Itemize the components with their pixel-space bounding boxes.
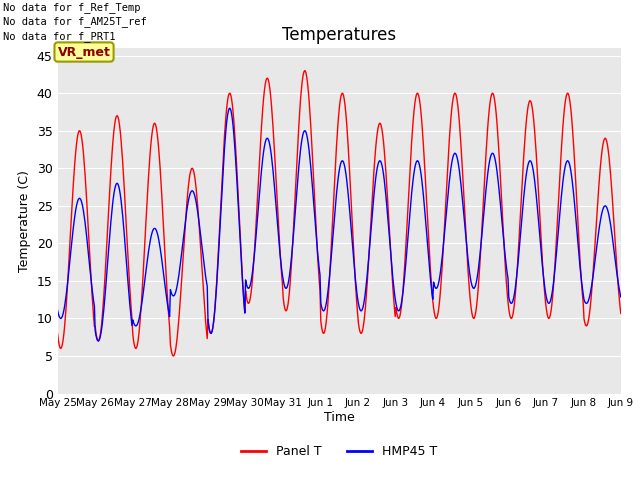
X-axis label: Time: Time xyxy=(324,411,355,424)
HMP45 T xyxy=(123,261,131,266)
Legend: Panel T, HMP45 T: Panel T, HMP45 T xyxy=(236,440,442,463)
HMP45 T xyxy=(54,308,61,313)
Panel T xyxy=(301,68,309,73)
Text: VR_met: VR_met xyxy=(58,46,111,59)
Line: HMP45 T: HMP45 T xyxy=(58,108,621,341)
Y-axis label: Temperature (C): Temperature (C) xyxy=(19,170,31,272)
HMP45 T xyxy=(64,278,72,284)
Panel T xyxy=(122,213,129,218)
HMP45 T xyxy=(95,338,102,344)
Panel T xyxy=(64,278,72,284)
HMP45 T xyxy=(226,105,234,111)
HMP45 T xyxy=(180,232,188,238)
Panel T xyxy=(410,117,417,123)
HMP45 T xyxy=(426,267,433,273)
HMP45 T xyxy=(410,176,417,181)
Line: Panel T: Panel T xyxy=(58,71,621,356)
HMP45 T xyxy=(617,294,625,300)
Text: No data for f_Ref_Temp
No data for f_AM25T_ref
No data for f_PRT1: No data for f_Ref_Temp No data for f_AM2… xyxy=(3,2,147,41)
Panel T xyxy=(210,320,218,325)
Panel T xyxy=(426,255,433,261)
Panel T xyxy=(180,244,188,250)
HMP45 T xyxy=(210,321,218,326)
Panel T xyxy=(170,353,177,359)
Panel T xyxy=(617,311,625,316)
Title: Temperatures: Temperatures xyxy=(282,25,396,44)
Panel T xyxy=(54,331,61,337)
